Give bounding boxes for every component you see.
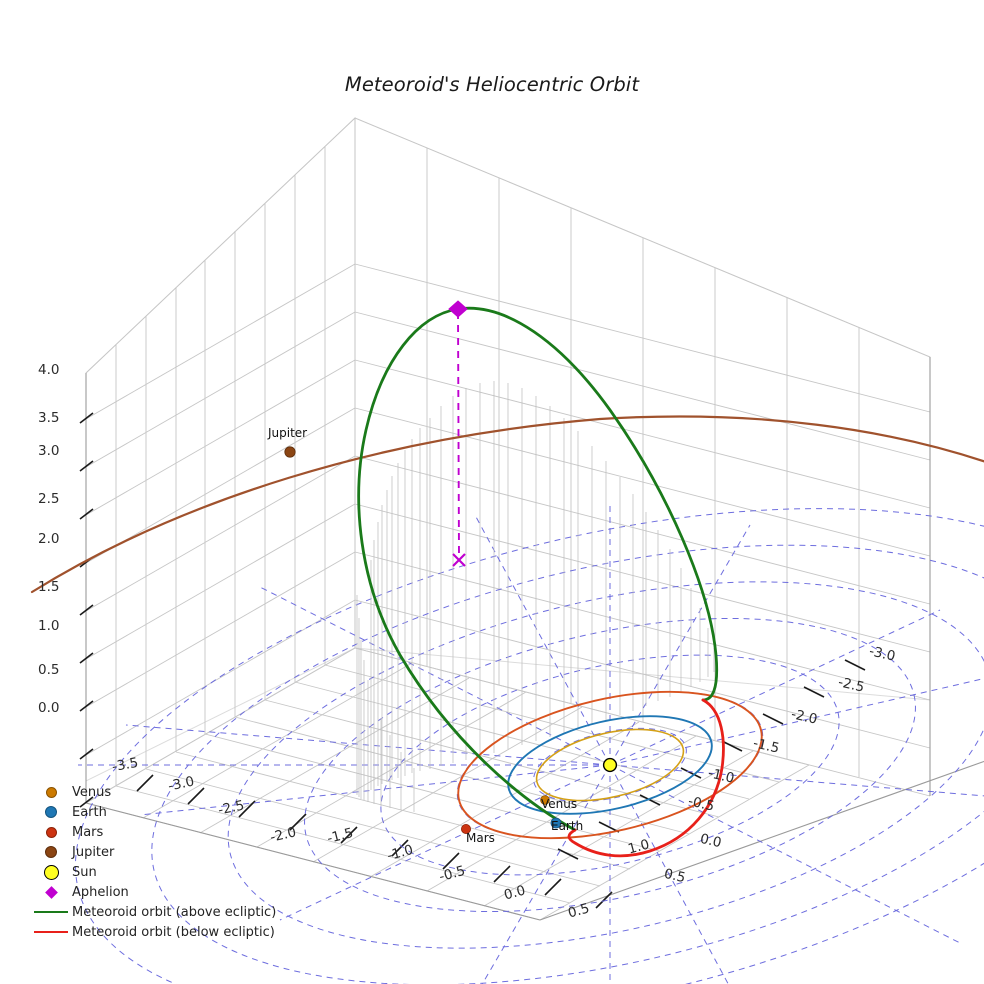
mars-marker xyxy=(460,824,471,835)
legend-item-mars[interactable]: Mars xyxy=(30,822,295,842)
orbit-droplines xyxy=(356,381,715,812)
legend-item-venus[interactable]: Venus xyxy=(30,782,295,802)
legend-item-meteoroid-above[interactable]: Meteoroid orbit (above ecliptic) xyxy=(30,902,295,922)
red-line-swatch-icon xyxy=(30,930,72,934)
venus-marker xyxy=(540,795,550,805)
aphelion-diamond-marker-icon xyxy=(30,885,72,899)
sun-marker xyxy=(602,757,618,773)
earth-circle-marker-icon xyxy=(30,806,72,818)
ecliptic-polar-grid xyxy=(74,504,984,984)
z-axis-ticks xyxy=(79,412,94,808)
legend-item-meteoroid-below[interactable]: Meteoroid orbit (below ecliptic) xyxy=(30,922,295,942)
meteoroid-orbit-below-ecliptic xyxy=(567,698,725,858)
venus-circle-marker-icon xyxy=(30,786,72,798)
aphelion-diamond-marker xyxy=(448,300,468,318)
axis-spines xyxy=(85,357,984,921)
aphelion-dropline xyxy=(457,311,460,559)
legend-item-sun[interactable]: Sun xyxy=(30,862,295,882)
y-axis-ticks xyxy=(557,659,866,860)
legend-item-earth[interactable]: Earth xyxy=(30,802,295,822)
legend-item-aphelion[interactable]: Aphelion xyxy=(30,882,295,902)
jupiter-orbit-curve xyxy=(30,415,984,594)
meteoroid-orbit-above-ecliptic xyxy=(357,306,719,832)
earth-marker xyxy=(550,817,562,829)
earth-orbit-curve xyxy=(507,715,713,815)
jupiter-marker xyxy=(284,446,296,458)
aphelion-foot-x-icon xyxy=(452,553,466,567)
mars-orbit-curve xyxy=(457,690,763,840)
green-line-swatch-icon xyxy=(30,910,72,914)
left-wall-grid xyxy=(85,117,356,804)
page-title: Meteoroid's Heliocentric Orbit xyxy=(344,73,640,96)
sun-circle-marker-icon xyxy=(30,864,72,880)
legend: Venus Earth Mars Jupiter Sun xyxy=(30,782,295,942)
mars-circle-marker-icon xyxy=(30,826,72,838)
legend-item-jupiter[interactable]: Jupiter xyxy=(30,842,295,862)
jupiter-circle-marker-icon xyxy=(30,846,72,858)
venus-orbit-curve xyxy=(535,728,685,802)
x-axis-ticks xyxy=(136,774,613,909)
